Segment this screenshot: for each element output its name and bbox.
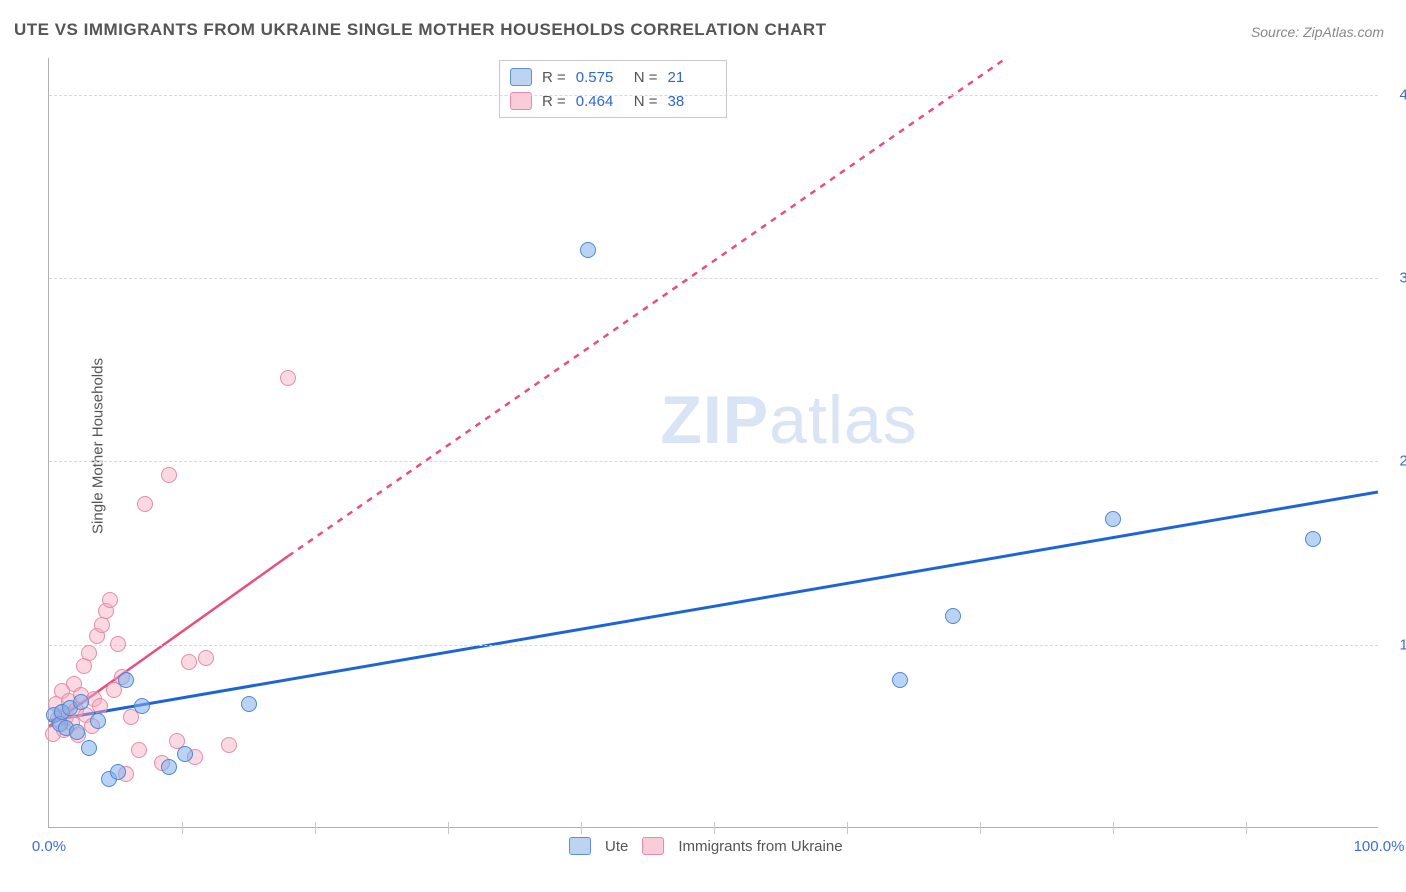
data-point-ukraine [280, 370, 296, 386]
trend-line [288, 58, 1085, 556]
data-point-ute [580, 242, 596, 258]
data-point-ute [1305, 531, 1321, 547]
data-point-ute [118, 672, 134, 688]
gridline-v [315, 822, 316, 834]
legend-n-value: 21 [668, 69, 716, 86]
gridline-v [182, 822, 183, 834]
data-point-ute [1105, 511, 1121, 527]
data-point-ukraine [221, 737, 237, 753]
legend-r-value: 0.575 [576, 69, 624, 86]
gridline-h [49, 95, 1378, 96]
plot-area: ZIPatlas R =0.575N =21R =0.464N =38 UteI… [48, 58, 1378, 828]
data-point-ukraine [110, 636, 126, 652]
gridline-v [980, 822, 981, 834]
data-point-ukraine [94, 617, 110, 633]
legend-series: Ute Immigrants from Ukraine [569, 837, 843, 855]
gridline-v [714, 822, 715, 834]
data-point-ukraine [137, 496, 153, 512]
data-point-ukraine [81, 645, 97, 661]
data-point-ukraine [131, 742, 147, 758]
data-point-ute [241, 696, 257, 712]
data-point-ute [134, 698, 150, 714]
y-tick-label: 40.0% [1386, 86, 1406, 103]
legend-n-label: N = [634, 69, 658, 86]
data-point-ukraine [161, 467, 177, 483]
legend-swatch [569, 837, 591, 855]
legend-correlation: R = 0.575 N = 21 R =0.464N =38 [499, 60, 727, 118]
gridline-v [581, 822, 582, 834]
gridline-v [847, 822, 848, 834]
gridline-v [1113, 822, 1114, 834]
gridline-h [49, 461, 1378, 462]
data-point-ute [90, 713, 106, 729]
watermark: ZIPatlas [660, 381, 917, 459]
source-credit: Source: ZipAtlas.com [1251, 24, 1384, 40]
legend-swatch [510, 68, 532, 86]
legend-series-label: Immigrants from Ukraine [678, 838, 842, 855]
y-tick-label: 10.0% [1386, 636, 1406, 653]
legend-r-label: R = [542, 69, 566, 86]
data-point-ute [892, 672, 908, 688]
x-tick-label: 0.0% [32, 838, 66, 855]
x-tick-label: 100.0% [1354, 838, 1405, 855]
data-point-ute [177, 746, 193, 762]
gridline-h [49, 278, 1378, 279]
data-point-ukraine [181, 654, 197, 670]
data-point-ute [161, 759, 177, 775]
gridline-v [1246, 822, 1247, 834]
data-point-ukraine [92, 698, 108, 714]
legend-series-label: Ute [605, 838, 628, 855]
data-point-ute [945, 608, 961, 624]
legend-row-ute: R = 0.575 N = 21 [510, 65, 716, 89]
legend-row-ukraine: R =0.464N =38 [510, 89, 716, 113]
data-point-ute [110, 764, 126, 780]
trend-line [49, 492, 1378, 721]
legend-swatch [642, 837, 664, 855]
gridline-h [49, 645, 1378, 646]
data-point-ute [81, 740, 97, 756]
chart-title: UTE VS IMMIGRANTS FROM UKRAINE SINGLE MO… [14, 20, 827, 40]
data-point-ute [69, 724, 85, 740]
y-tick-label: 30.0% [1386, 270, 1406, 287]
gridline-v [448, 822, 449, 834]
y-tick-label: 20.0% [1386, 453, 1406, 470]
data-point-ukraine [102, 592, 118, 608]
data-point-ute [73, 694, 89, 710]
data-point-ukraine [198, 650, 214, 666]
